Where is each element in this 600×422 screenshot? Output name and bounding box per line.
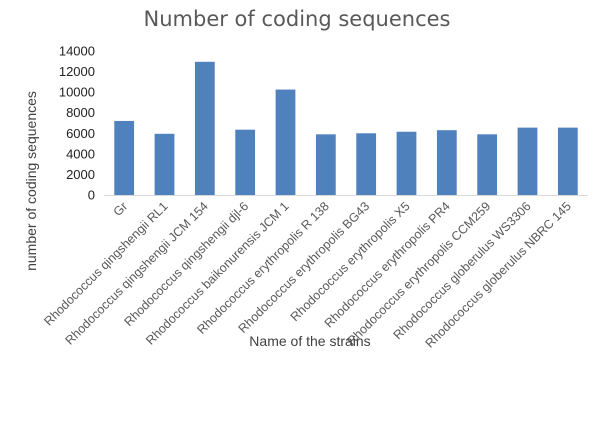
bar	[396, 131, 417, 195]
bar	[356, 133, 377, 195]
x-tick-label: Rhodococcus baikonurensis JCM 1	[143, 199, 291, 347]
y-tick-label: 2000	[66, 167, 95, 182]
x-axis-label: Name of the strains	[249, 333, 370, 349]
bar	[477, 134, 498, 195]
bars	[114, 61, 578, 195]
bar	[517, 127, 538, 195]
bar	[275, 89, 296, 195]
y-tick-label: 6000	[66, 126, 95, 141]
x-tick-label: Gr	[111, 199, 131, 219]
y-tick-label: 0	[88, 188, 95, 203]
y-tick-label: 14000	[59, 44, 95, 59]
x-tick-label: Rhodococcus erythropolis CCM259	[344, 199, 493, 348]
y-tick-label: 4000	[66, 146, 95, 161]
x-tick-label: Rhodococcus qingshengii JCM 154	[62, 199, 210, 347]
y-tick-label: 12000	[59, 64, 95, 79]
bar	[154, 133, 175, 195]
y-tick-label: 10000	[59, 85, 95, 100]
chart-title: Number of coding sequences	[144, 7, 451, 31]
bar	[194, 61, 215, 195]
bar	[436, 130, 457, 195]
y-axis-ticks: 0 2000 4000 6000 8000 10000 12000 14000	[59, 44, 95, 203]
y-tick-label: 8000	[66, 105, 95, 120]
bar	[114, 120, 135, 195]
x-tick-label: Rhodococcus globerulus NBRC 145	[423, 199, 574, 350]
y-axis-label: number of coding sequences	[23, 91, 39, 271]
bar	[557, 127, 578, 195]
bar	[235, 129, 256, 195]
bar	[315, 134, 336, 195]
